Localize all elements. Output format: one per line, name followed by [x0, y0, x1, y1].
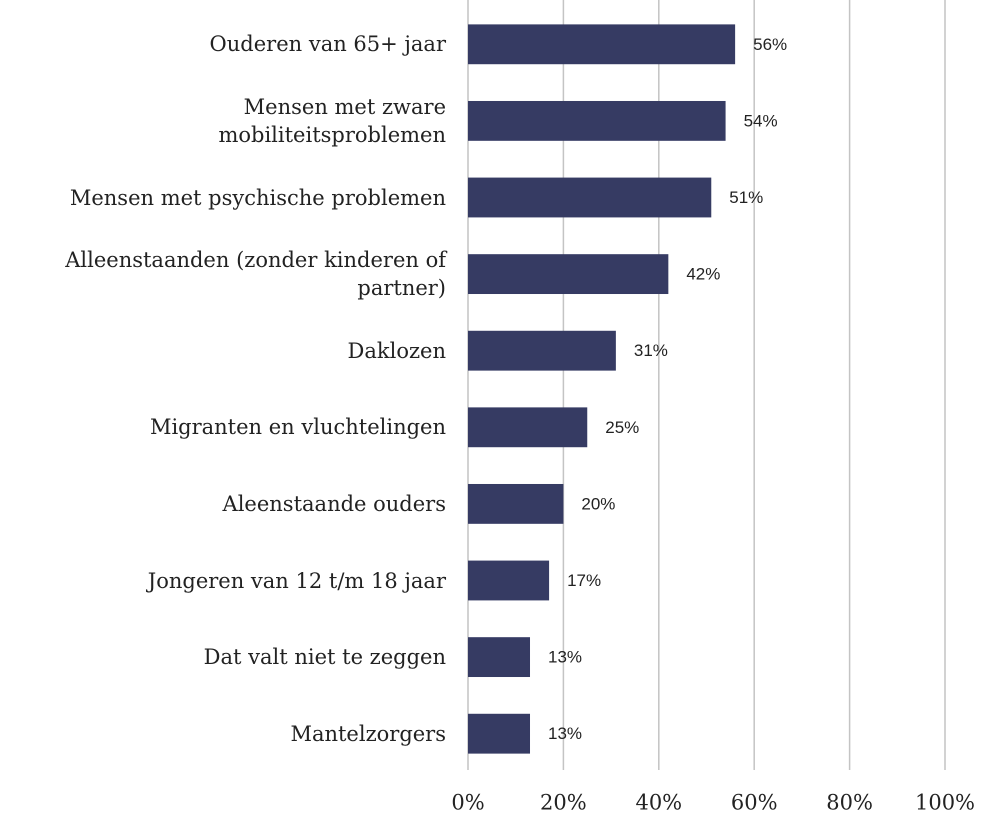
bar: [468, 254, 669, 295]
category-label: Daklozen: [347, 338, 446, 363]
value-label: 17%: [567, 571, 601, 590]
value-label: 13%: [548, 648, 582, 667]
bar: [468, 177, 712, 218]
bar: [468, 330, 616, 371]
bar: [468, 637, 531, 678]
category-label: Jongeren van 12 t/m 18 jaar: [147, 568, 446, 593]
value-label: 25%: [605, 418, 639, 437]
bar: [468, 713, 531, 754]
bar: [468, 483, 564, 524]
x-tick-label: 60%: [731, 791, 778, 815]
bar: [468, 407, 588, 448]
category-label: Mensen met zware mobiliteitsproblemen: [218, 94, 446, 147]
category-label: Ouderen van 65+ jaar: [209, 32, 446, 57]
x-tick-label: 40%: [635, 791, 682, 815]
x-tick-label: 100%: [915, 791, 975, 815]
value-label: 54%: [744, 111, 778, 130]
bar: [468, 100, 726, 141]
bar: [468, 560, 550, 601]
category-label: Migranten en vluchtelingen: [149, 415, 446, 440]
value-label: 51%: [729, 188, 763, 207]
value-label: 20%: [581, 494, 615, 513]
category-label: Alleenstaanden (zonder kinderen of partn…: [65, 248, 446, 301]
value-label: 56%: [753, 35, 787, 54]
value-label: 13%: [548, 724, 582, 743]
value-label: 31%: [634, 341, 668, 360]
x-tick-label: 20%: [540, 791, 587, 815]
value-label: 42%: [686, 265, 720, 284]
x-tick-label: 80%: [826, 791, 873, 815]
bar: [468, 24, 736, 65]
category-label: Dat valt niet te zeggen: [203, 645, 446, 670]
category-label: Mantelzorgers: [290, 721, 446, 746]
category-label: Aleenstaande ouders: [222, 491, 446, 516]
category-label: Mensen met psychische problemen: [69, 185, 446, 210]
x-tick-label: 0%: [451, 791, 484, 815]
